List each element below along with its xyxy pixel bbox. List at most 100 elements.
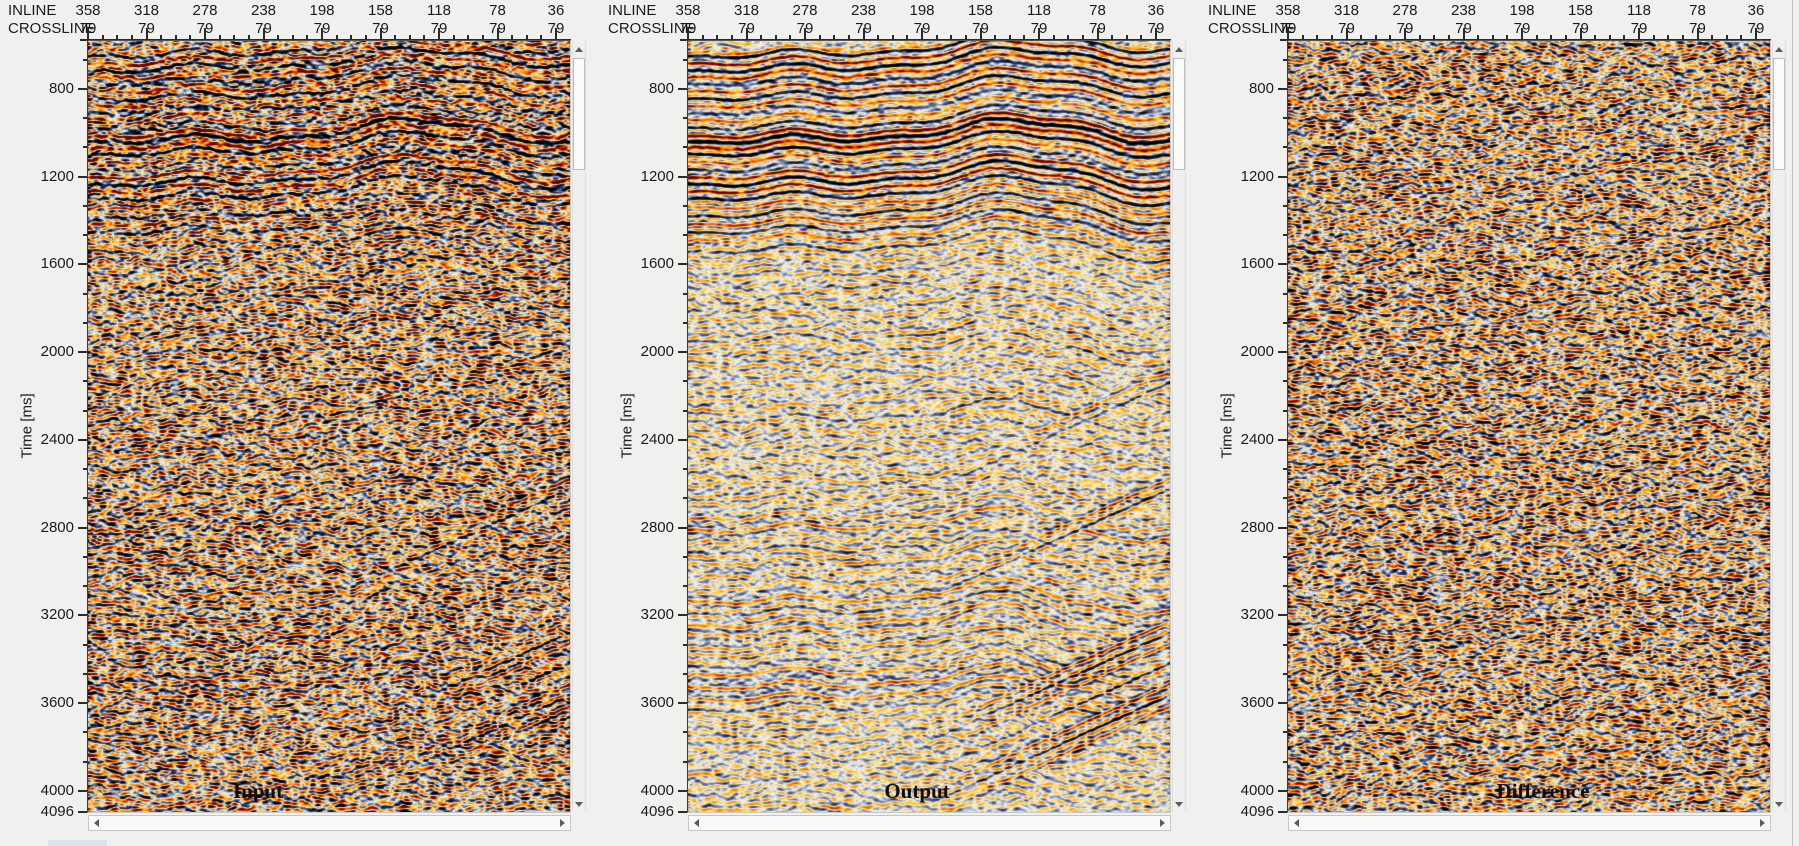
ruler-tick bbox=[906, 35, 909, 40]
vertical-scrollbar[interactable] bbox=[1772, 41, 1786, 812]
scroll-left-button[interactable] bbox=[1289, 816, 1304, 830]
horizontal-scrollbar[interactable] bbox=[688, 815, 1171, 831]
ruler-tick bbox=[174, 35, 177, 40]
seismic-section-canvas[interactable] bbox=[87, 40, 571, 813]
scroll-up-button[interactable] bbox=[1773, 41, 1785, 57]
inline-ruler bbox=[600, 0, 1200, 42]
scroll-up-icon bbox=[575, 46, 583, 52]
ruler-tick bbox=[1023, 35, 1026, 40]
time-tick-label: 800 bbox=[1248, 79, 1274, 97]
ruler-tick bbox=[1535, 35, 1538, 40]
scroll-down-button[interactable] bbox=[1773, 796, 1785, 812]
inline-tick-label: 318 bbox=[733, 2, 760, 19]
ruler-tick bbox=[247, 35, 250, 40]
ruler-tick bbox=[1725, 35, 1728, 40]
time-axis-title: Time [ms] bbox=[1218, 393, 1236, 459]
ruler-tick bbox=[1667, 35, 1670, 40]
vertical-scrollbar-thumb[interactable] bbox=[1773, 58, 1785, 170]
ruler-tick bbox=[1418, 35, 1421, 40]
seismic-section-canvas[interactable] bbox=[687, 40, 1171, 813]
scroll-down-button[interactable] bbox=[573, 796, 585, 812]
ruler-tick bbox=[555, 28, 557, 40]
seismic-section-canvas[interactable] bbox=[1287, 40, 1771, 813]
scroll-left-button[interactable] bbox=[689, 816, 704, 830]
vertical-scrollbar[interactable] bbox=[572, 41, 586, 812]
ruler-tick bbox=[877, 35, 880, 40]
scroll-left-button[interactable] bbox=[89, 816, 104, 830]
ruler-tick bbox=[394, 35, 397, 40]
ruler-tick bbox=[730, 35, 733, 40]
ruler-tick bbox=[277, 35, 280, 40]
scroll-left-icon bbox=[94, 819, 99, 827]
inline-tick-label: 238 bbox=[250, 2, 277, 19]
scroll-up-button[interactable] bbox=[1173, 41, 1185, 57]
ruler-tick bbox=[818, 35, 821, 40]
crossline-header-row: CROSSLINE 797979797979797979 bbox=[1200, 20, 1799, 37]
crossline-axis-label: CROSSLINE bbox=[1208, 20, 1295, 37]
ruler-tick bbox=[964, 35, 967, 40]
inline-tick-label: 318 bbox=[1333, 2, 1360, 19]
ruler-tick bbox=[1462, 28, 1465, 40]
ruler-tick bbox=[921, 28, 923, 40]
ruler-tick bbox=[1096, 28, 1099, 40]
inline-tick-label: 318 bbox=[133, 2, 160, 19]
ruler-tick bbox=[525, 35, 528, 40]
ruler-tick bbox=[1330, 35, 1333, 40]
time-axis-title: Time [ms] bbox=[618, 393, 636, 459]
ruler-tick bbox=[1155, 28, 1157, 40]
inline-header-row: INLINE 358 318 278 238 198 158 118 78 36 bbox=[1200, 2, 1799, 19]
scroll-right-button[interactable] bbox=[555, 816, 570, 830]
inline-tick-label: 358 bbox=[1275, 2, 1301, 19]
ruler-tick bbox=[540, 35, 543, 40]
ruler-tick bbox=[291, 35, 294, 40]
ruler-tick bbox=[262, 28, 265, 40]
scroll-down-icon bbox=[575, 801, 583, 807]
ruler-tick bbox=[1608, 35, 1611, 40]
time-tick-label: 1600 bbox=[640, 255, 674, 273]
scroll-down-icon bbox=[1175, 801, 1183, 807]
crossline-header-row: CROSSLINE 797979797979797979 bbox=[0, 20, 600, 37]
ruler-tick bbox=[1287, 28, 1289, 40]
vertical-scrollbar-thumb[interactable] bbox=[573, 58, 585, 170]
ruler-tick bbox=[1564, 35, 1567, 40]
time-tick-label: 4000 bbox=[1240, 781, 1274, 799]
ruler-tick bbox=[1696, 28, 1699, 40]
ruler-tick bbox=[1052, 35, 1055, 40]
time-tick-label: 2800 bbox=[640, 518, 674, 536]
ruler-tick bbox=[1140, 35, 1143, 40]
scroll-up-button[interactable] bbox=[573, 41, 585, 57]
vertical-scrollbar-thumb[interactable] bbox=[1173, 58, 1185, 170]
ruler-tick bbox=[1740, 35, 1743, 40]
ruler-tick bbox=[145, 28, 148, 40]
ruler-tick bbox=[1316, 35, 1319, 40]
time-tick-label: 3200 bbox=[40, 606, 74, 624]
horizontal-scrollbar[interactable] bbox=[1288, 815, 1771, 831]
ruler-tick bbox=[804, 28, 806, 40]
time-tick-label: 1600 bbox=[40, 255, 74, 273]
ruler-tick bbox=[891, 35, 894, 40]
ruler-tick bbox=[979, 28, 982, 40]
ruler-tick bbox=[350, 35, 353, 40]
ruler-tick bbox=[379, 28, 382, 40]
inline-tick-label: 238 bbox=[1450, 2, 1477, 19]
inline-header-row: INLINE 358 318 278 238 198 158 118 78 36 bbox=[600, 2, 1200, 19]
ruler-tick bbox=[306, 35, 309, 40]
scroll-right-button[interactable] bbox=[1755, 816, 1770, 830]
ruler-tick bbox=[496, 28, 499, 40]
ruler-tick bbox=[1638, 28, 1640, 40]
ruler-tick bbox=[1506, 35, 1509, 40]
ruler-tick bbox=[1433, 35, 1436, 40]
ruler-tick bbox=[1111, 35, 1114, 40]
ruler-tick bbox=[1038, 28, 1040, 40]
inline-axis-label: INLINE bbox=[8, 2, 57, 19]
horizontal-scrollbar[interactable] bbox=[88, 815, 571, 831]
inline-tick-label: 198 bbox=[309, 2, 335, 19]
inline-tick-label: 118 bbox=[427, 2, 451, 19]
window-edge-line bbox=[1792, 0, 1793, 846]
inline-tick-label: 78 bbox=[1689, 2, 1706, 19]
scroll-down-button[interactable] bbox=[1173, 796, 1185, 812]
scroll-right-button[interactable] bbox=[1155, 816, 1170, 830]
vertical-scrollbar[interactable] bbox=[1172, 41, 1186, 812]
inline-tick-label: 36 bbox=[1147, 2, 1165, 19]
time-tick-label: 2800 bbox=[1240, 518, 1274, 536]
